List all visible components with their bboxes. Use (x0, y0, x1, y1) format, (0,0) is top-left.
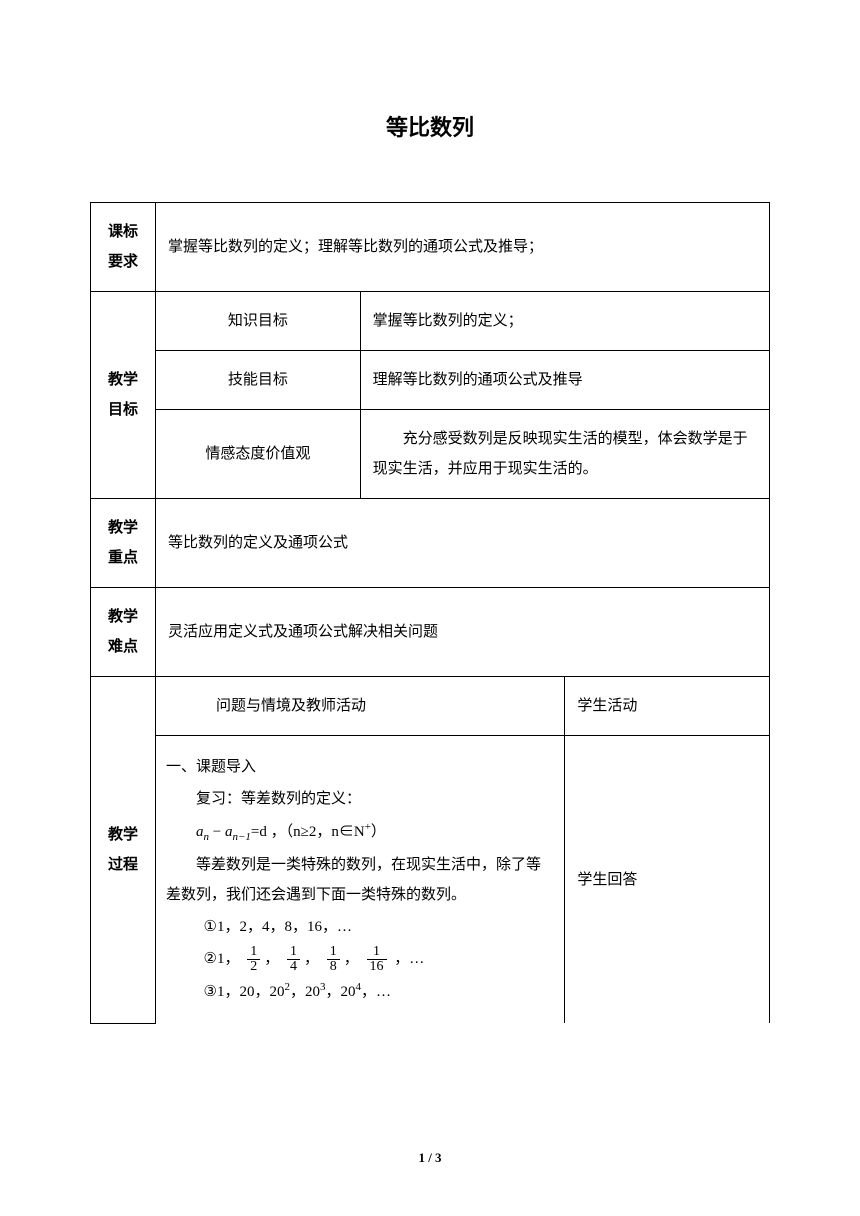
formula-line: an − an−1=d ，（n≥2，n∈N+） (166, 816, 554, 848)
content-process: 一、课题导入 复习：等差数列的定义： an − an−1=d ，（n≥2，n∈N… (156, 736, 565, 1024)
row-objective-emotion: 情感态度价值观 充分感受数列是反映现实生活的模型，体会数学是于现实生活，并应用于… (91, 410, 770, 499)
label-difficulty: 教学难点 (91, 588, 156, 677)
content-keypoint: 等比数列的定义及通项公式 (156, 499, 770, 588)
sublabel-knowledge: 知识目标 (156, 292, 361, 351)
page-title: 等比数列 (90, 110, 770, 142)
label-keypoint: 教学重点 (91, 499, 156, 588)
example-3: ③1，20，202，203，204，… (166, 976, 554, 1007)
activity-text: 学生回答 (565, 736, 770, 1024)
row-process-header: 教学过程 问题与情境及教师活动 学生活动 (91, 677, 770, 736)
sublabel-skill: 技能目标 (156, 351, 361, 410)
example-1: ①1，2，4，8，16，… (166, 912, 554, 942)
example-2: ②1， 12， 14， 18， 116 ，… (166, 944, 554, 974)
row-standard: 课标要求 掌握等比数列的定义；理解等比数列的通项公式及推导； (91, 203, 770, 292)
label-standard: 课标要求 (91, 203, 156, 292)
header-activity-left: 问题与情境及教师活动 (156, 677, 565, 736)
review-line: 复习：等差数列的定义： (166, 784, 554, 814)
row-process-content: 一、课题导入 复习：等差数列的定义： an − an−1=d ，（n≥2，n∈N… (91, 736, 770, 1024)
row-difficulty: 教学难点 灵活应用定义式及通项公式解决相关问题 (91, 588, 770, 677)
page-number: 1 / 3 (0, 1150, 860, 1166)
section-heading: 一、课题导入 (166, 752, 554, 782)
content-knowledge: 掌握等比数列的定义； (360, 292, 769, 351)
header-activity-right: 学生活动 (565, 677, 770, 736)
content-skill: 理解等比数列的通项公式及推导 (360, 351, 769, 410)
content-difficulty: 灵活应用定义式及通项公式解决相关问题 (156, 588, 770, 677)
sublabel-emotion: 情感态度价值观 (156, 410, 361, 499)
label-objectives: 教学目标 (91, 292, 156, 499)
row-keypoint: 教学重点 等比数列的定义及通项公式 (91, 499, 770, 588)
paragraph-text: 等差数列是一类特殊的数列，在现实生活中，除了等差数列，我们还会遇到下面一类特殊的… (166, 850, 554, 910)
content-standard: 掌握等比数列的定义；理解等比数列的通项公式及推导； (156, 203, 770, 292)
lesson-plan-table: 课标要求 掌握等比数列的定义；理解等比数列的通项公式及推导； 教学目标 知识目标… (90, 202, 770, 1024)
content-emotion: 充分感受数列是反映现实生活的模型，体会数学是于现实生活，并应用于现实生活的。 (360, 410, 769, 499)
label-process: 教学过程 (91, 677, 156, 1024)
row-objective-knowledge: 教学目标 知识目标 掌握等比数列的定义； (91, 292, 770, 351)
row-objective-skill: 技能目标 理解等比数列的通项公式及推导 (91, 351, 770, 410)
